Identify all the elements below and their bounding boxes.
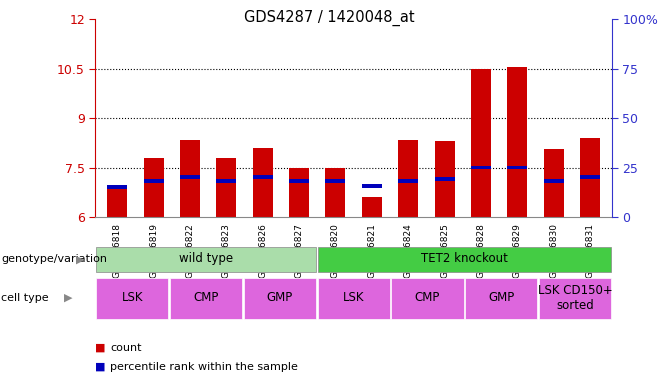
Text: GDS4287 / 1420048_at: GDS4287 / 1420048_at	[243, 10, 415, 26]
Bar	[253, 175, 272, 179]
FancyBboxPatch shape	[96, 247, 316, 271]
Bar	[398, 179, 418, 183]
Bar	[435, 141, 455, 217]
Text: LSK CD150+
sorted: LSK CD150+ sorted	[538, 284, 613, 312]
FancyBboxPatch shape	[392, 278, 464, 319]
Bar	[326, 179, 345, 183]
Bar	[507, 166, 527, 169]
Text: LSK: LSK	[343, 291, 365, 304]
Bar	[180, 175, 200, 179]
Text: count: count	[110, 343, 141, 353]
Bar	[289, 167, 309, 217]
Bar	[580, 138, 600, 217]
Bar	[398, 139, 418, 217]
Bar	[216, 179, 236, 183]
Bar	[544, 179, 564, 183]
FancyBboxPatch shape	[465, 278, 538, 319]
Bar	[253, 148, 272, 217]
FancyBboxPatch shape	[96, 278, 168, 319]
Bar	[289, 179, 309, 183]
Text: genotype/variation: genotype/variation	[1, 254, 107, 264]
Text: ▶: ▶	[76, 254, 84, 264]
Bar	[143, 179, 164, 183]
Bar	[326, 167, 345, 217]
FancyBboxPatch shape	[170, 278, 242, 319]
Text: ▶: ▶	[64, 293, 72, 303]
Bar	[362, 184, 382, 188]
Text: cell type: cell type	[1, 293, 49, 303]
Bar	[544, 149, 564, 217]
Text: TET2 knockout: TET2 knockout	[421, 252, 508, 265]
Text: ■: ■	[95, 362, 106, 372]
Text: CMP: CMP	[193, 291, 218, 304]
FancyBboxPatch shape	[243, 278, 316, 319]
Bar	[580, 175, 600, 179]
Bar	[216, 158, 236, 217]
Text: LSK: LSK	[122, 291, 143, 304]
Bar	[471, 166, 491, 169]
Bar	[435, 177, 455, 181]
Bar	[180, 139, 200, 217]
Bar	[107, 185, 127, 189]
Text: wild type: wild type	[179, 252, 233, 265]
Bar	[471, 69, 491, 217]
Bar	[362, 197, 382, 217]
Text: percentile rank within the sample: percentile rank within the sample	[110, 362, 298, 372]
Text: GMP: GMP	[266, 291, 293, 304]
Bar	[143, 158, 164, 217]
FancyBboxPatch shape	[318, 278, 390, 319]
Bar	[507, 67, 527, 217]
Bar	[107, 189, 127, 217]
FancyBboxPatch shape	[539, 278, 611, 319]
Text: GMP: GMP	[488, 291, 515, 304]
FancyBboxPatch shape	[318, 247, 611, 271]
Text: ■: ■	[95, 343, 106, 353]
Text: CMP: CMP	[415, 291, 440, 304]
